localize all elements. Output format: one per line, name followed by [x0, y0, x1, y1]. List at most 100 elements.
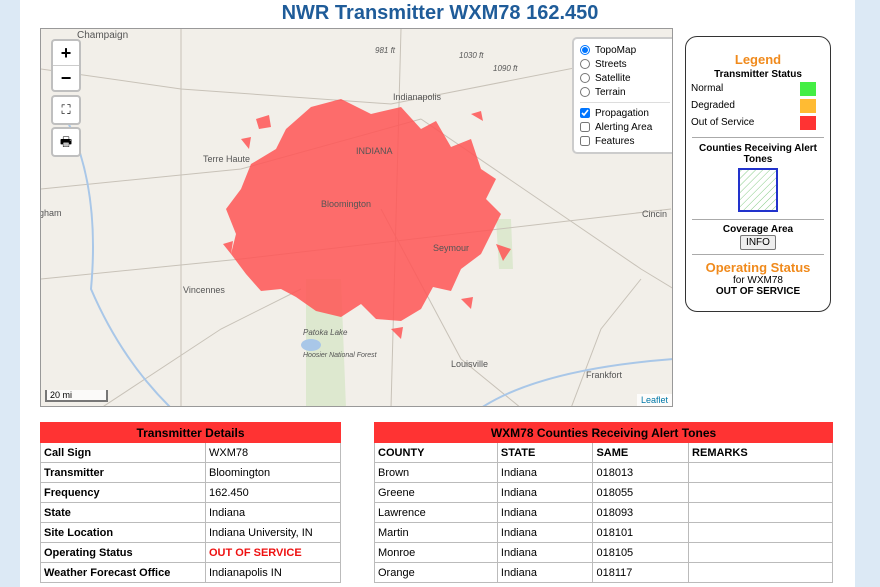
- details-table: Transmitter Details Call Sign WXM78 Transmi…: [40, 422, 341, 583]
- county-cell: 018117: [592, 562, 690, 583]
- map-label: Frankfort: [586, 370, 623, 380]
- county-cell: Lawrence: [374, 502, 498, 523]
- county-cell: Indiana: [496, 542, 594, 563]
- layer-name: Satellite: [595, 72, 631, 84]
- info-button[interactable]: INFO: [740, 235, 776, 250]
- checkbox[interactable]: [580, 136, 590, 146]
- map-canvas: Champaign 981 ft 1030 ft 1090 ft Indianapoli…: [41, 29, 672, 406]
- map-label: Vincennes: [183, 285, 225, 295]
- map[interactable]: Champaign 981 ft 1030 ft 1090 ft Indianapoli…: [40, 28, 673, 407]
- county-row: Greene Indiana 018055: [374, 482, 833, 503]
- zoom-out-button[interactable]: −: [60, 68, 72, 88]
- column-header: STATE: [496, 442, 594, 463]
- checkbox[interactable]: [580, 108, 590, 118]
- zoom-in-button[interactable]: +: [53, 41, 79, 66]
- column-row: COUNTY STATE SAME REMARKS: [374, 442, 833, 463]
- status-title: Transmitter Status: [714, 69, 802, 80]
- map-label: 1030 ft: [459, 51, 484, 60]
- status-label: Out of Service: [691, 117, 755, 128]
- county-cell: [688, 522, 833, 543]
- status-label: Normal: [691, 83, 724, 94]
- base-layer-option[interactable]: TopoMap: [580, 43, 670, 57]
- detail-row: Frequency 162.450: [40, 482, 341, 503]
- status-row: Normal: [686, 80, 830, 97]
- base-layer-option[interactable]: Terrain: [580, 85, 670, 99]
- operating-value: OUT OF SERVICE: [715, 286, 801, 297]
- county-cell: Martin: [374, 522, 498, 543]
- detail-key: Weather Forecast Office: [40, 562, 206, 583]
- overlay-option[interactable]: Features: [580, 134, 670, 148]
- detail-row: Transmitter Bloomington: [40, 462, 341, 483]
- county-row: Brown Indiana 018013: [374, 462, 833, 483]
- layer-control: TopoMap Streets Satellite Terrain Propagatio…: [572, 37, 672, 154]
- county-cell: 018101: [592, 522, 690, 543]
- layer-name: TopoMap: [595, 44, 637, 56]
- map-label: gham: [41, 208, 62, 218]
- radio[interactable]: [580, 45, 590, 55]
- status-swatch: [800, 98, 816, 113]
- checkbox[interactable]: [580, 122, 590, 132]
- layer-name: Terrain: [595, 86, 626, 98]
- detail-row: Operating Status OUT OF SERVICE: [40, 542, 341, 563]
- county-cell: 018055: [592, 482, 690, 503]
- map-label: Louisville: [451, 359, 488, 369]
- counties-title: Counties Receiving Alert Tones: [699, 143, 817, 165]
- base-layer-option[interactable]: Streets: [580, 57, 670, 71]
- map-label: Patoka Lake: [303, 328, 348, 337]
- radio[interactable]: [580, 73, 590, 83]
- county-cell: Brown: [374, 462, 498, 483]
- map-label: Indianapolis: [393, 92, 442, 102]
- attribution-link[interactable]: Leaflet: [636, 394, 672, 406]
- map-label: Champaign: [77, 30, 128, 41]
- table-title: WXM78 Counties Receiving Alert Tones: [374, 422, 833, 443]
- scale-bar: 20 mi: [45, 390, 108, 402]
- overlay-option[interactable]: Propagation: [580, 106, 670, 120]
- county-cell: [688, 462, 833, 483]
- detail-key: Site Location: [40, 522, 206, 543]
- status-label: Degraded: [691, 100, 735, 111]
- operating-title: Operating Status: [705, 260, 811, 275]
- print-button[interactable]: 🖶: [51, 127, 81, 157]
- detail-value: Indianapolis IN: [205, 562, 341, 583]
- county-row: Lawrence Indiana 018093: [374, 502, 833, 523]
- legend-panel: Legend Transmitter Status Normal Degraded…: [685, 36, 831, 312]
- county-row: Orange Indiana 018117: [374, 562, 833, 583]
- map-label: Cincin: [642, 209, 667, 219]
- county-cell: Orange: [374, 562, 498, 583]
- layer-name: Propagation: [595, 107, 649, 119]
- detail-value: 162.450: [205, 482, 341, 503]
- forest-area: [496, 219, 513, 269]
- column-header: COUNTY: [374, 442, 498, 463]
- detail-value: WXM78: [205, 442, 341, 463]
- coverage-title: Coverage Area: [722, 224, 794, 235]
- detail-value: Bloomington: [205, 462, 341, 483]
- base-layer-option[interactable]: Satellite: [580, 71, 670, 85]
- detail-row: State Indiana: [40, 502, 341, 523]
- river: [482, 358, 672, 406]
- lake: [301, 339, 321, 351]
- map-label: Hoosier National Forest: [303, 352, 378, 359]
- layer-name: Streets: [595, 58, 627, 70]
- detail-row: Weather Forecast Office Indianapolis IN: [40, 562, 341, 583]
- fullscreen-button[interactable]: ⛶: [51, 95, 81, 125]
- map-label: Terre Haute: [203, 154, 250, 164]
- radio[interactable]: [580, 87, 590, 97]
- detail-row: Call Sign WXM78: [40, 442, 341, 463]
- county-cell: 018013: [592, 462, 690, 483]
- zoom-control: + −: [51, 39, 81, 92]
- page-title: NWR Transmitter WXM78 162.450: [281, 2, 599, 24]
- overlay-option[interactable]: Alerting Area: [580, 120, 670, 134]
- counties-table: WXM78 Counties Receiving Alert Tones COUN…: [374, 422, 833, 583]
- layer-name: Alerting Area: [595, 121, 653, 133]
- county-cell: 018093: [592, 502, 690, 523]
- county-cell: 018105: [592, 542, 690, 563]
- county-cell: Greene: [374, 482, 498, 503]
- map-label: Seymour: [433, 243, 469, 253]
- radio[interactable]: [580, 59, 590, 69]
- detail-key: Frequency: [40, 482, 206, 503]
- map-label: 1090 ft: [493, 64, 518, 73]
- county-cell: Indiana: [496, 462, 594, 483]
- layer-name: Features: [595, 135, 635, 147]
- detail-key: Transmitter: [40, 462, 206, 483]
